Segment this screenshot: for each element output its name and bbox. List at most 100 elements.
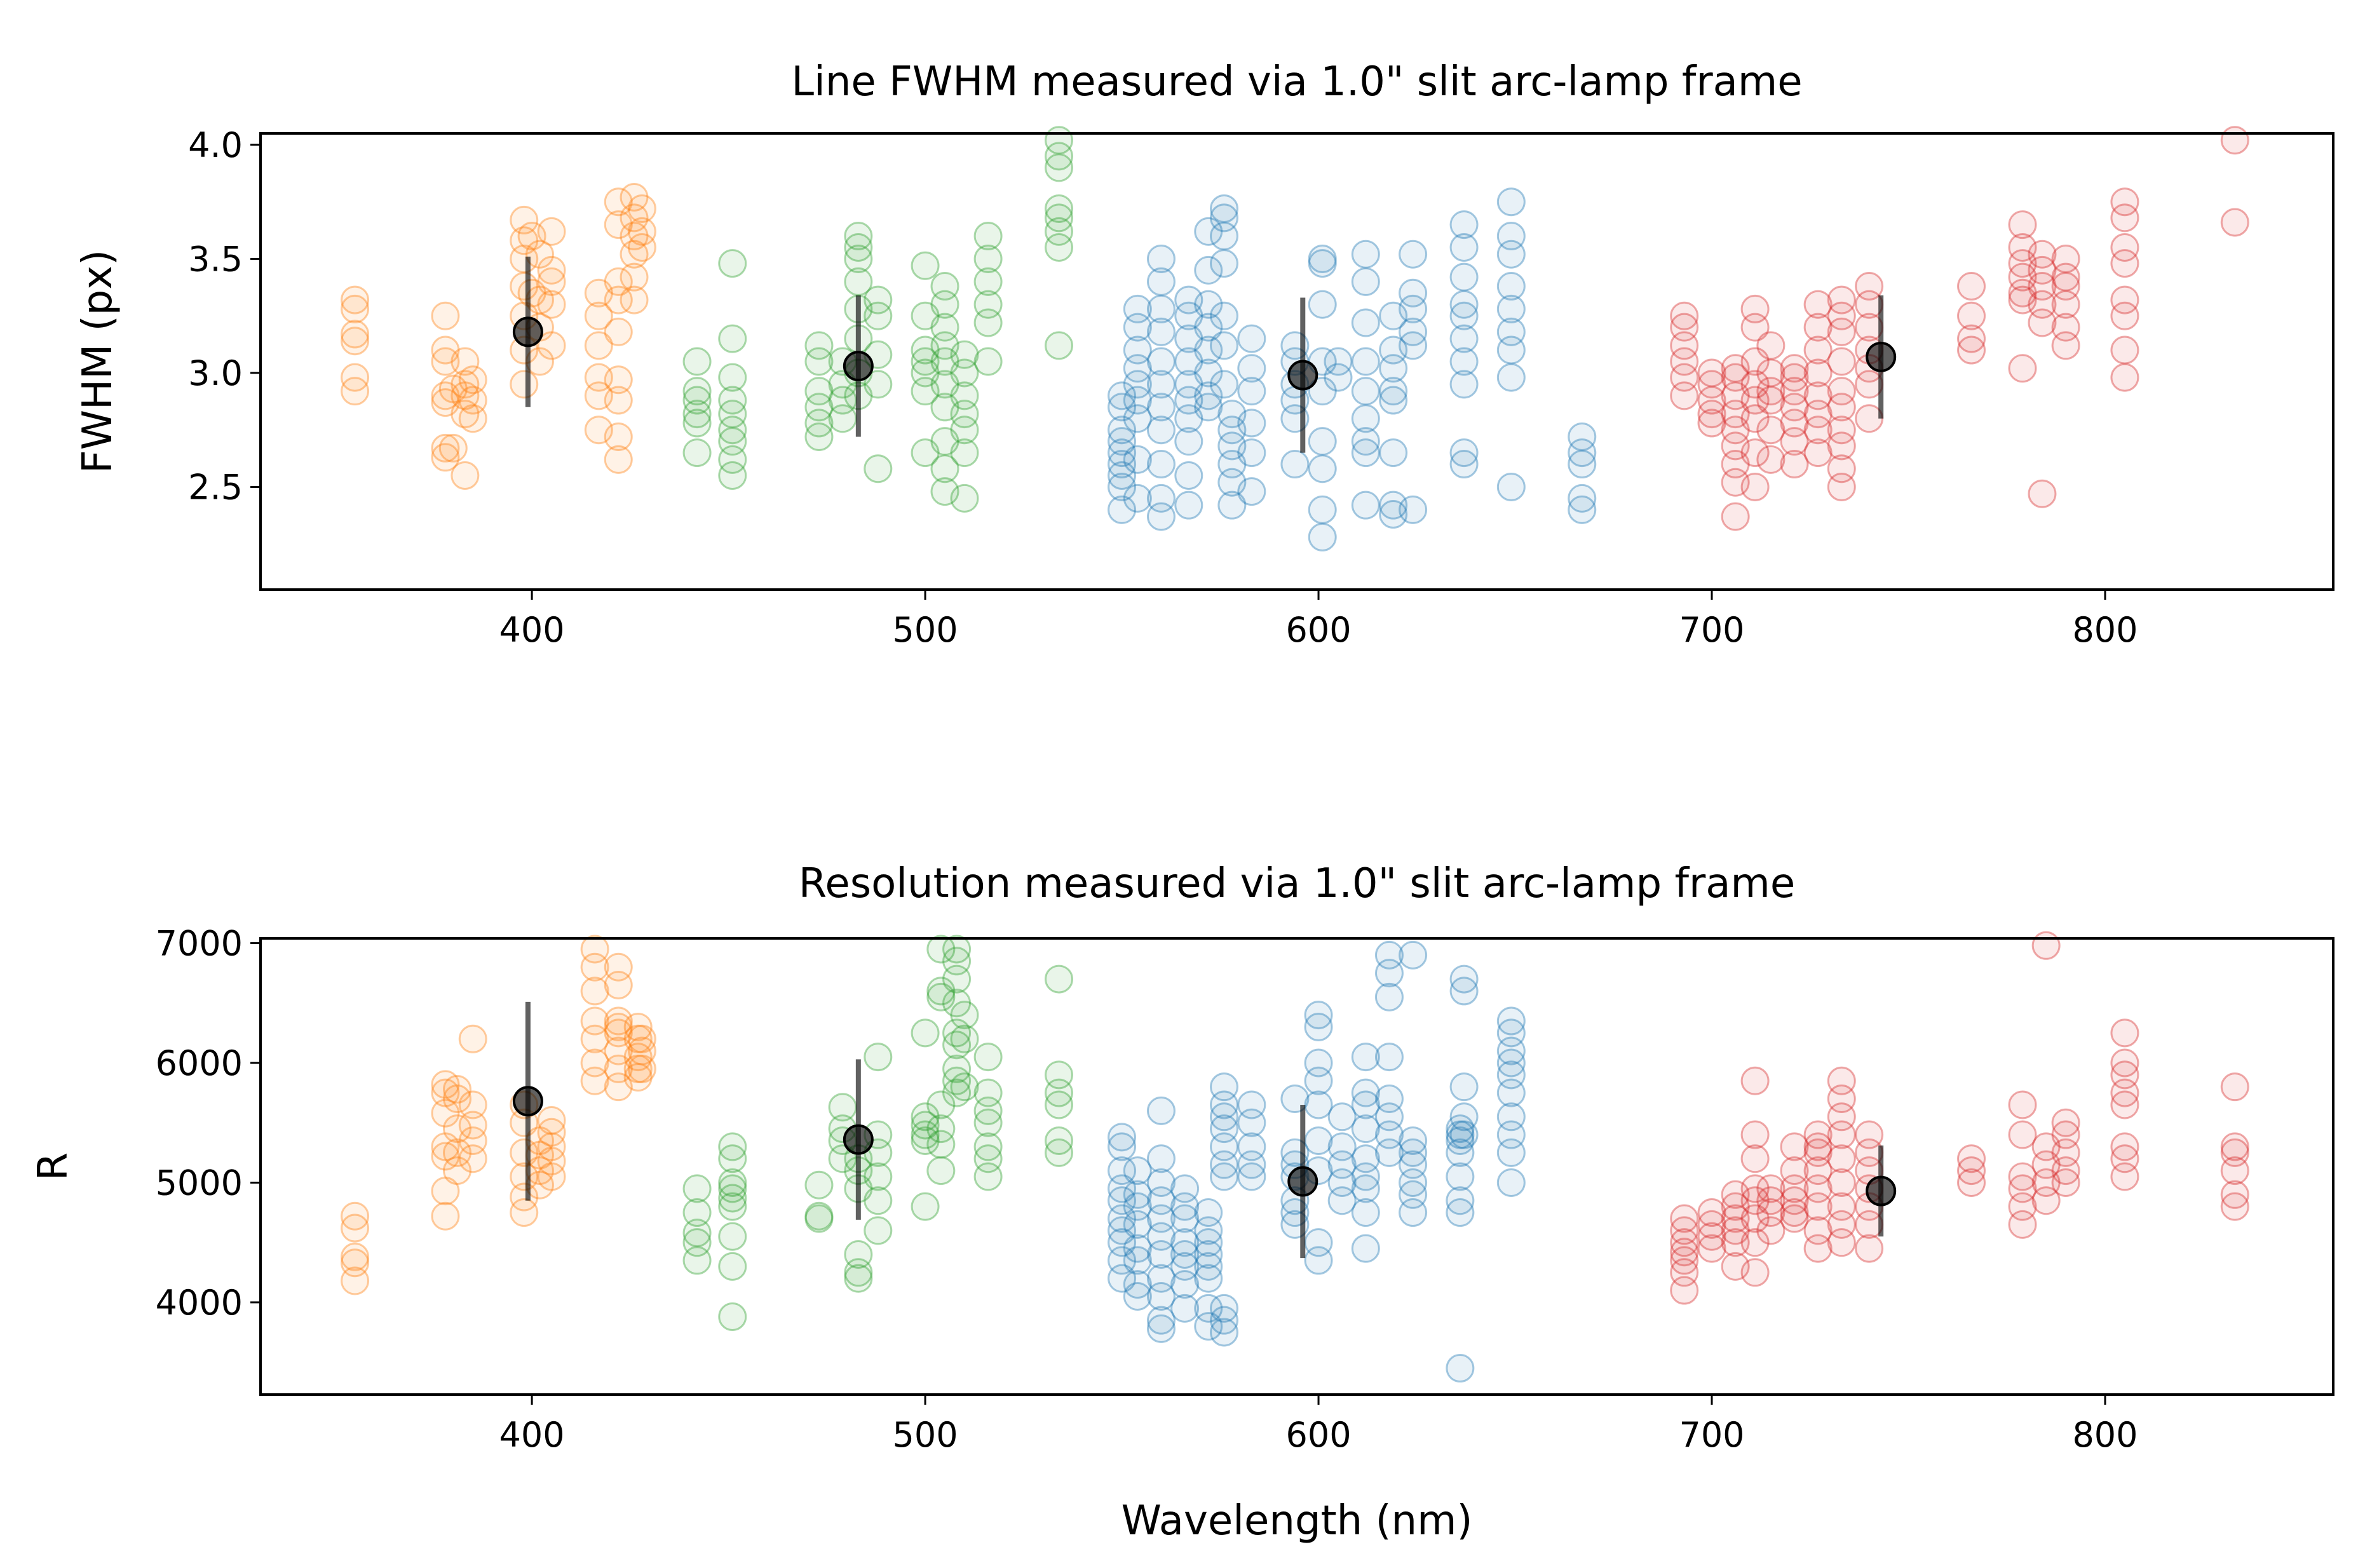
fwhm-data-point bbox=[1108, 472, 1137, 501]
fwhm-data-point bbox=[1803, 290, 1833, 319]
resolution-data-point bbox=[627, 1024, 656, 1053]
resolution-y-axis: 4000 5000 6000 7000 bbox=[156, 924, 261, 1323]
resolution-data-point bbox=[623, 1063, 653, 1092]
resolution-data-point bbox=[1108, 1246, 1137, 1275]
fwhm-data-point bbox=[1827, 285, 1856, 314]
fwhm-data-point bbox=[537, 290, 566, 319]
fwhm-data-point bbox=[1827, 347, 1856, 376]
resolution-mean-markers bbox=[512, 1001, 1897, 1259]
fwhm-data-point bbox=[2051, 272, 2080, 301]
fwhm-data-point bbox=[2008, 210, 2037, 240]
resolution-data-point bbox=[442, 1114, 471, 1144]
resolution-data-point bbox=[2220, 1180, 2249, 1209]
fwhm-data-point bbox=[627, 233, 656, 262]
fwhm-data-point bbox=[1108, 427, 1137, 456]
resolution-data-point bbox=[431, 1098, 460, 1128]
fwhm-data-point bbox=[517, 222, 546, 251]
fwhm-data-point bbox=[682, 377, 712, 406]
fwhm-data-point bbox=[1399, 278, 1428, 308]
resolution-data-point bbox=[1803, 1132, 1833, 1161]
fwhm-data-point bbox=[1740, 404, 1770, 433]
fwhm-data-point bbox=[973, 290, 1003, 319]
fwhm-data-point bbox=[431, 335, 460, 365]
fwhm-data-point bbox=[1209, 203, 1238, 233]
resolution-data-point bbox=[580, 1024, 609, 1053]
resolution-data-point bbox=[1780, 1174, 1809, 1203]
resolution-data-point bbox=[623, 1012, 653, 1041]
fwhm-data-point bbox=[620, 183, 649, 212]
fwhm-data-point bbox=[1351, 308, 1380, 337]
resolution-data-point bbox=[580, 952, 609, 982]
fwhm-data-point bbox=[1670, 381, 1699, 410]
fwhm-data-point bbox=[1217, 431, 1247, 461]
fwhm-data-point bbox=[1670, 347, 1699, 376]
resolution-data-point bbox=[1374, 940, 1404, 970]
resolution-data-point bbox=[2220, 1072, 2249, 1102]
fwhm-data-point bbox=[844, 267, 873, 296]
fwhm-data-point bbox=[1146, 483, 1176, 513]
fwhm-data-point bbox=[604, 365, 633, 395]
resolution-data-point bbox=[864, 1216, 893, 1245]
resolution-data-point bbox=[1146, 1204, 1176, 1233]
fwhm-data-point bbox=[1496, 335, 1526, 365]
fwhm-data-point bbox=[1045, 142, 1074, 171]
resolution-data-point bbox=[537, 1147, 566, 1176]
resolution-data-point bbox=[1209, 1132, 1238, 1161]
resolution-data-point bbox=[1697, 1234, 1726, 1263]
resolution-data-point bbox=[2220, 1132, 2249, 1161]
resolution-y-tick-label: 6000 bbox=[156, 1043, 243, 1083]
fwhm-data-point bbox=[2110, 363, 2139, 392]
resolution-data-point bbox=[926, 935, 956, 964]
resolution-data-point bbox=[1351, 1090, 1380, 1119]
resolution-data-point bbox=[1803, 1138, 1833, 1167]
resolution-x-axis: 400 500 600 700 800 bbox=[499, 1395, 2138, 1455]
fwhm-y-axis: 2.5 3.0 3.5 4.0 bbox=[188, 125, 261, 507]
fwhm-data-point bbox=[1123, 445, 1152, 474]
fwhm-data-point bbox=[431, 381, 460, 410]
fwhm-data-point bbox=[510, 272, 539, 301]
fwhm-data-point bbox=[950, 381, 979, 410]
fwhm-data-point bbox=[1827, 472, 1856, 501]
resolution-data-point bbox=[1045, 1060, 1074, 1090]
fwhm-data-point bbox=[1449, 210, 1479, 240]
resolution-data-point bbox=[1446, 1114, 1475, 1144]
fwhm-data-point bbox=[844, 222, 873, 251]
resolution-x-tick-label: 500 bbox=[893, 1415, 958, 1455]
fwhm-data-point bbox=[1209, 301, 1238, 330]
resolution-data-point bbox=[1146, 1240, 1176, 1269]
fwhm-data-point bbox=[1237, 324, 1266, 353]
resolution-data-point bbox=[1780, 1204, 1809, 1233]
fwhm-data-point bbox=[2008, 354, 2037, 383]
fwhm-data-point bbox=[1803, 400, 1833, 429]
fwhm-data-point bbox=[950, 358, 979, 388]
fwhm-data-point bbox=[2110, 285, 2139, 314]
resolution-data-point bbox=[1194, 1264, 1223, 1293]
resolution-data-point bbox=[604, 1072, 633, 1102]
fwhm-data-point bbox=[1194, 335, 1223, 365]
resolution-data-point bbox=[1170, 1270, 1200, 1299]
fwhm-data-point bbox=[1237, 477, 1266, 506]
resolution-data-point bbox=[1399, 1126, 1428, 1155]
fwhm-data-point bbox=[341, 377, 370, 406]
resolution-x-tick-label: 700 bbox=[1679, 1415, 1744, 1455]
fwhm-data-point bbox=[950, 416, 979, 445]
fwhm-data-point bbox=[1379, 377, 1408, 406]
resolution-data-point bbox=[1449, 977, 1479, 1006]
fwhm-data-point bbox=[451, 381, 480, 410]
resolution-panel: Resolution measured via 1.0" slit arc-la… bbox=[30, 860, 2335, 1544]
fwhm-data-point bbox=[911, 377, 940, 406]
resolution-data-point bbox=[911, 1111, 940, 1140]
resolution-data-point bbox=[718, 1192, 747, 1221]
resolution-data-point bbox=[973, 1043, 1003, 1072]
fwhm-data-point bbox=[1780, 427, 1809, 456]
resolution-data-point bbox=[1108, 1156, 1137, 1186]
resolution-data-point bbox=[942, 1018, 972, 1048]
fwhm-x-tick-label: 500 bbox=[893, 610, 958, 650]
fwhm-data-point bbox=[2008, 285, 2037, 314]
fwhm-mean-markers bbox=[512, 256, 1897, 453]
fwhm-data-point bbox=[718, 445, 747, 474]
resolution-data-point bbox=[442, 1156, 471, 1186]
resolution-data-point bbox=[458, 1126, 487, 1155]
fwhm-data-point bbox=[2051, 290, 2080, 319]
resolution-data-point bbox=[911, 1126, 940, 1155]
